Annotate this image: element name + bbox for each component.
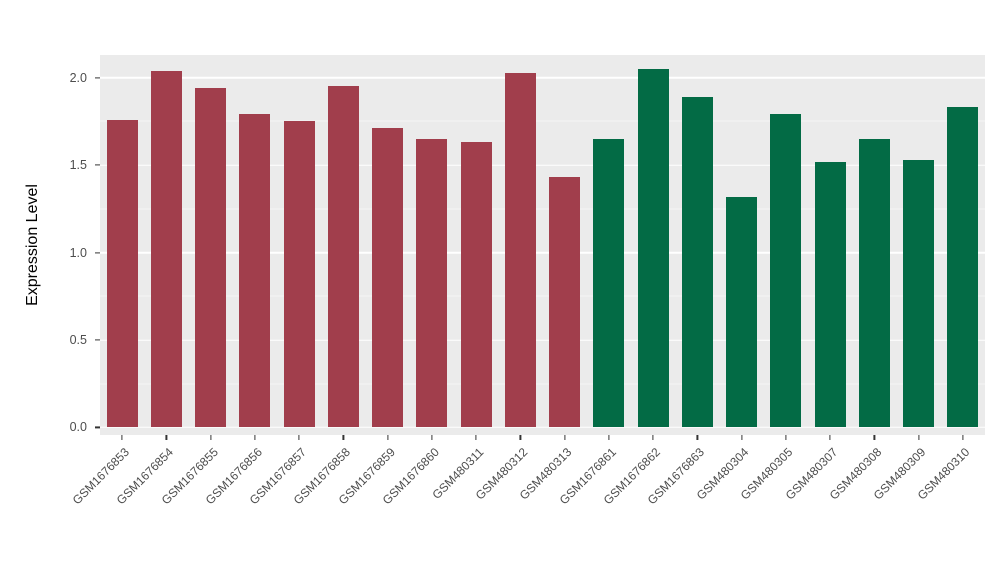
gridline-major (100, 339, 985, 341)
x-tick-mark (165, 435, 167, 440)
bar-GSM480311 (460, 142, 492, 428)
bar-GSM1676860 (416, 138, 448, 428)
y-tick-label: 1.0 (69, 245, 87, 260)
y-tick-label: 0.0 (69, 420, 87, 435)
bar-GSM480304 (726, 196, 758, 428)
x-tick-mark (298, 435, 300, 440)
bar-GSM480307 (814, 161, 846, 428)
bar-GSM1676861 (593, 138, 625, 428)
gridline-minor (100, 295, 985, 297)
x-tick-mark (696, 435, 698, 440)
y-tick-label: 0.5 (69, 333, 87, 348)
y-tick-label: 2.0 (69, 70, 87, 85)
bar-GSM1676859 (372, 128, 404, 428)
x-axis: GSM1676853 GSM1676854 GSM1676855 GSM1676856… (70, 435, 985, 580)
gridline-major (100, 426, 985, 429)
x-tick-mark (254, 435, 256, 440)
bar-GSM480309 (903, 159, 935, 428)
y-tick-mark (95, 339, 100, 341)
x-tick-mark (785, 435, 787, 440)
gridline-minor (100, 120, 985, 122)
bar-GSM480312 (504, 72, 536, 428)
bar-GSM1676857 (283, 121, 315, 428)
bar-GSM1676863 (681, 96, 713, 428)
bar-GSM1676856 (239, 114, 271, 428)
bar-GSM1676854 (150, 70, 182, 428)
gridline-major (100, 164, 985, 166)
bar-GSM480305 (770, 114, 802, 428)
gridline-major (100, 251, 985, 254)
x-tick-mark (431, 435, 433, 440)
bar-GSM480310 (947, 107, 979, 428)
x-tick-mark (121, 435, 123, 440)
gridline-major (100, 76, 985, 79)
bar-GSM1676855 (195, 88, 227, 428)
bar-GSM1676862 (637, 69, 669, 428)
x-tick-mark (918, 435, 920, 440)
x-tick-mark (829, 435, 831, 440)
bar-GSM480313 (549, 177, 581, 428)
y-tick-mark (95, 164, 100, 166)
y-tick-label: 1.5 (69, 158, 87, 173)
y-tick-mark (95, 426, 100, 429)
bar-GSM1676858 (327, 86, 359, 428)
x-tick-mark (564, 435, 566, 440)
x-tick-mark (210, 435, 212, 440)
bar-GSM1676853 (106, 119, 138, 428)
x-tick-mark (962, 435, 964, 440)
x-tick-mark (608, 435, 610, 440)
gridline-minor (100, 383, 985, 385)
y-tick-mark (95, 77, 100, 79)
plot-panel (100, 55, 985, 435)
x-tick-mark (652, 435, 654, 440)
x-tick-mark (741, 435, 743, 440)
x-tick-mark (387, 435, 389, 440)
bar-GSM480308 (858, 138, 890, 428)
x-tick-mark (873, 435, 875, 440)
x-tick-mark (519, 435, 521, 440)
x-tick-mark (342, 435, 344, 440)
y-axis: 0.0 0.5 1.0 1.5 2.0 (0, 55, 100, 435)
y-tick-mark (95, 252, 100, 254)
x-tick-mark (475, 435, 477, 440)
gridline-minor (100, 208, 985, 210)
